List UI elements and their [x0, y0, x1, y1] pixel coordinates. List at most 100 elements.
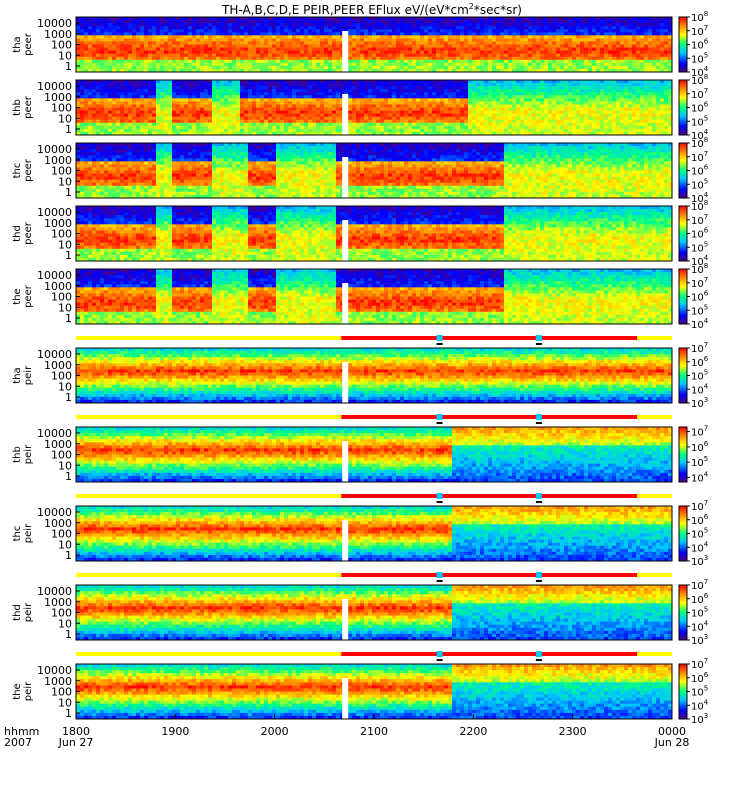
y-tick-label: 1000	[44, 91, 72, 104]
mode-marker-tick	[535, 580, 542, 582]
colorbar-tick-label: 104	[691, 698, 709, 712]
y-tick-label: 1000	[44, 154, 72, 167]
colorbar-tick-label: 106	[691, 440, 709, 454]
colorbar-tick-label: 106	[691, 592, 709, 606]
colorbar-tick-label: 105	[691, 51, 708, 65]
colorbar-tick-label: 107	[691, 499, 708, 513]
y-tick-label: 10	[58, 380, 72, 393]
colorbar-tick-label: 104	[691, 191, 709, 205]
spectrogram-image	[76, 17, 673, 73]
y-tick-label: 1000	[44, 596, 72, 609]
colorbar	[678, 663, 688, 720]
colorbar-tick-label: 105	[691, 685, 708, 699]
panel-probe-label: thc	[12, 163, 23, 179]
colorbar-tick-label: 107	[691, 150, 708, 164]
spectrogram-image	[76, 348, 673, 404]
mode-segment-slow	[76, 494, 342, 498]
mode-bar	[76, 651, 672, 661]
y-tick-label: 100	[51, 607, 72, 620]
colorbar-tick-label: 105	[691, 606, 708, 620]
y-tick-label: 1	[65, 707, 72, 720]
mode-marker	[535, 335, 542, 341]
y-tick-label: 1	[65, 391, 72, 404]
colorbar-tick-label: 104	[691, 619, 709, 633]
y-tick-label: 1	[65, 312, 72, 325]
colorbar-tick-label: 105	[691, 114, 708, 128]
y-tick-label: 100	[51, 370, 72, 383]
mode-marker	[436, 651, 443, 657]
mode-segment-fast	[341, 336, 638, 340]
colorbar-tick-label: 104	[691, 65, 709, 79]
colorbar-tick-label: 103	[691, 554, 708, 568]
mode-segment-slow	[637, 494, 672, 498]
mode-segment-slow	[76, 415, 342, 419]
panel-probe-label: tha	[12, 36, 23, 52]
colorbar-tick-label: 108	[691, 73, 708, 87]
mode-marker	[436, 414, 443, 420]
panel-species-label: peer	[23, 158, 34, 182]
mode-marker-tick	[436, 659, 443, 661]
y-tick-label: 10	[58, 49, 72, 62]
colorbar-tick-label: 106	[691, 513, 709, 527]
colorbar-tick-label: 107	[691, 657, 708, 671]
colorbar-tick-label: 106	[691, 164, 709, 178]
mode-segment-fast	[341, 573, 638, 577]
panel-species-label: peir	[23, 681, 34, 701]
mode-marker	[535, 414, 542, 420]
colorbar-tick-label: 106	[691, 355, 709, 369]
y-tick-label: 1	[65, 186, 72, 199]
x-tick-label: 1900	[161, 725, 189, 738]
colorbar-tick-label: 104	[691, 540, 709, 554]
mode-segment-slow	[637, 652, 672, 656]
colorbar-tick-label: 105	[691, 527, 708, 541]
mode-marker-tick	[436, 501, 443, 503]
y-tick-label: 1000	[44, 675, 72, 688]
mode-bar	[76, 335, 672, 345]
y-tick-label: 100	[51, 449, 72, 462]
colorbar-tick-label: 106	[691, 227, 709, 241]
colorbar-tick-label: 105	[691, 303, 708, 317]
colorbar-tick-label: 108	[691, 199, 708, 213]
y-tick-label: 1000	[44, 280, 72, 293]
y-tick-label: 1000	[44, 28, 72, 41]
mode-marker	[436, 493, 443, 499]
y-tick-label: 10000	[37, 269, 72, 282]
spectrogram-panels: tha peer100001000100101108107106105104thb…	[12, 10, 709, 726]
colorbar-tick-label: 108	[691, 136, 708, 150]
panel-probe-label: tha	[12, 367, 23, 383]
mode-segment-fast	[341, 652, 638, 656]
mode-segment-slow	[637, 573, 672, 577]
x-corner-label-hhmm: hhmm	[4, 725, 39, 738]
colorbar-tick-label: 107	[691, 276, 708, 290]
panel-species-label: peir	[23, 444, 34, 464]
colorbar	[678, 268, 688, 325]
spectrogram-image	[76, 506, 673, 562]
colorbar-tick-label: 105	[691, 177, 708, 191]
mode-marker-tick	[535, 422, 542, 424]
colorbar-tick-label: 107	[691, 425, 708, 439]
mode-segment-slow	[76, 573, 342, 577]
x-tick-label: 0000	[658, 725, 686, 738]
colorbar	[678, 347, 688, 404]
y-tick-label: 10	[58, 112, 72, 125]
y-tick-label: 1	[65, 123, 72, 136]
mode-bars	[76, 335, 672, 661]
spectrogram-image	[76, 664, 673, 720]
colorbar-tick-label: 103	[691, 712, 708, 726]
y-tick-label: 10000	[37, 427, 72, 440]
y-tick-label: 100	[51, 39, 72, 52]
y-tick-label: 1000	[44, 438, 72, 451]
colorbar-tick-label: 108	[691, 262, 708, 276]
mode-marker-tick	[436, 422, 443, 424]
spectrogram-image	[76, 269, 673, 325]
colorbar-tick-label: 103	[691, 396, 708, 410]
y-tick-label: 1000	[44, 359, 72, 372]
panel-species-label: peer	[23, 32, 34, 56]
y-tick-label: 10000	[37, 206, 72, 219]
